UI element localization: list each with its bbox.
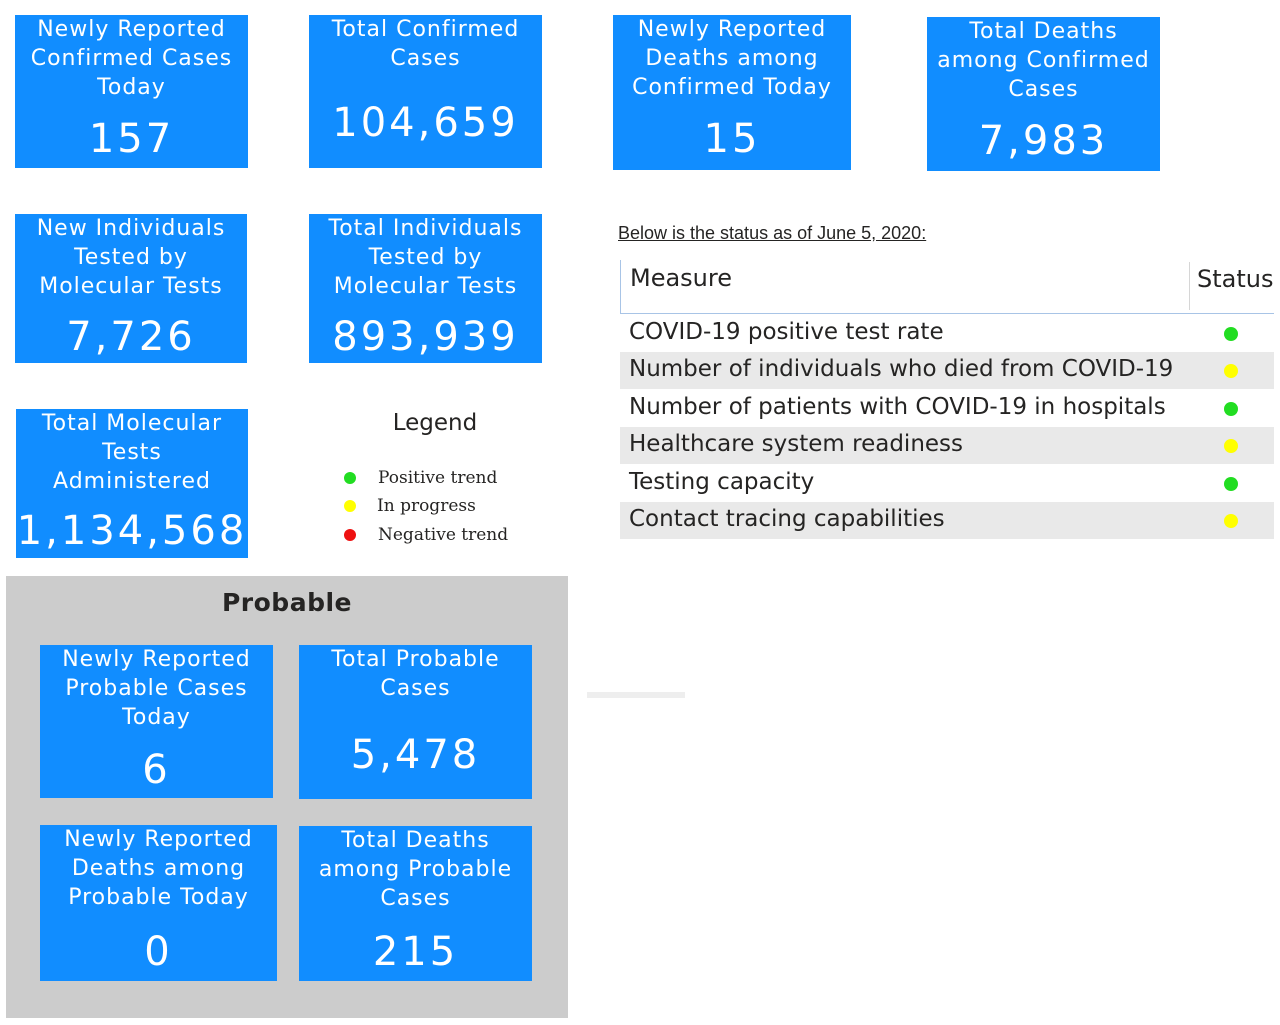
- yellow-status-dot-icon: [1224, 514, 1238, 528]
- table-row: Number of individuals who died from COVI…: [620, 352, 1274, 389]
- new-confirmed-card[interactable]: Newly Reported Confirmed Cases Today 157: [15, 15, 248, 168]
- card-value: 104,659: [332, 100, 519, 146]
- card-label: Newly Reported Confirmed Cases Today: [30, 17, 233, 100]
- card-label: Newly Reported Deaths among Probable Tod…: [64, 827, 253, 910]
- total-deaths-confirmed-card[interactable]: Total Deaths among Confirmed Cases 7,983: [927, 17, 1160, 171]
- yellow-status-dot-icon: [1224, 439, 1238, 453]
- card-value: 15: [703, 116, 761, 162]
- card-value: 0: [144, 929, 173, 975]
- table-row: COVID-19 positive test rate: [620, 315, 1274, 352]
- total-tested-card[interactable]: Total Individuals Tested by Molecular Te…: [309, 214, 542, 363]
- yellow-dot-icon: [344, 500, 356, 512]
- card-value: 1,134,568: [16, 508, 248, 554]
- yellow-status-dot-icon: [1224, 364, 1238, 378]
- legend-label: Positive trend: [378, 468, 498, 488]
- measure-cell: Number of patients with COVID-19 in hosp…: [629, 394, 1166, 420]
- measure-cell: Number of individuals who died from COVI…: [629, 356, 1174, 382]
- legend-title: Legend: [392, 410, 478, 436]
- legend-item-in-progress: In progress: [344, 495, 476, 517]
- new-deaths-confirmed-card[interactable]: Newly Reported Deaths among Confirmed To…: [613, 15, 851, 170]
- red-dot-icon: [344, 529, 356, 541]
- status-table: Measure Status COVID-19 positive test ra…: [620, 260, 1274, 540]
- measure-column-header[interactable]: Measure: [630, 264, 732, 292]
- total-confirmed-card[interactable]: Total Confirmed Cases 104,659: [309, 15, 542, 168]
- card-value: 893,939: [332, 314, 519, 360]
- probable-title: Probable: [221, 588, 352, 617]
- green-status-dot-icon: [1224, 402, 1238, 416]
- new-deaths-probable-card[interactable]: Newly Reported Deaths among Probable Tod…: [40, 825, 277, 981]
- total-probable-card[interactable]: Total Probable Cases 5,478: [299, 645, 532, 799]
- horizontal-scrollbar[interactable]: [587, 692, 685, 698]
- card-label: Total Deaths among Confirmed Cases: [937, 19, 1150, 102]
- measure-cell: Contact tracing capabilities: [629, 506, 945, 532]
- card-value: 7,983: [978, 118, 1109, 164]
- green-status-dot-icon: [1224, 477, 1238, 491]
- probable-panel: Probable Newly Reported Probable Cases T…: [6, 576, 568, 1018]
- new-tested-card[interactable]: New Individuals Tested by Molecular Test…: [15, 214, 247, 363]
- card-value: 7,726: [66, 314, 196, 360]
- table-row: Number of patients with COVID-19 in hosp…: [620, 390, 1274, 427]
- measure-cell: Healthcare system readiness: [629, 431, 964, 457]
- card-value: 157: [88, 116, 175, 162]
- new-probable-card[interactable]: Newly Reported Probable Cases Today 6: [40, 645, 273, 798]
- legend-item-negative: Negative trend: [344, 524, 508, 546]
- card-value: 5,478: [350, 732, 481, 778]
- total-deaths-probable-card[interactable]: Total Deaths among Probable Cases 215: [299, 826, 532, 981]
- table-row: Healthcare system readiness: [620, 427, 1274, 464]
- card-label: Total Molecular Tests Administered: [41, 411, 223, 494]
- measure-cell: COVID-19 positive test rate: [629, 319, 944, 345]
- measure-cell: Testing capacity: [629, 469, 815, 495]
- card-label: Newly Reported Probable Cases Today: [62, 647, 251, 730]
- legend-label: In progress: [377, 496, 476, 516]
- card-label: New Individuals Tested by Molecular Test…: [36, 216, 226, 299]
- card-label: Newly Reported Deaths among Confirmed To…: [632, 17, 832, 100]
- table-row: Testing capacity: [620, 465, 1274, 502]
- card-value: 6: [142, 747, 171, 793]
- status-caption: Below is the status as of June 5, 2020:: [618, 223, 927, 243]
- card-label: Total Confirmed Cases: [331, 17, 520, 71]
- table-row: Contact tracing capabilities: [620, 502, 1274, 539]
- status-table-header: Measure Status: [620, 260, 1274, 314]
- card-label: Total Probable Cases: [331, 647, 500, 701]
- legend-item-positive: Positive trend: [344, 467, 497, 489]
- green-dot-icon: [344, 472, 356, 484]
- card-label: Total Deaths among Probable Cases: [318, 828, 513, 911]
- total-molecular-card[interactable]: Total Molecular Tests Administered 1,134…: [16, 409, 248, 558]
- green-status-dot-icon: [1224, 327, 1238, 341]
- card-label: Total Individuals Tested by Molecular Te…: [328, 216, 523, 299]
- status-column-header[interactable]: Status: [1189, 262, 1273, 310]
- legend-label: Negative trend: [378, 525, 509, 545]
- card-value: 215: [372, 929, 459, 975]
